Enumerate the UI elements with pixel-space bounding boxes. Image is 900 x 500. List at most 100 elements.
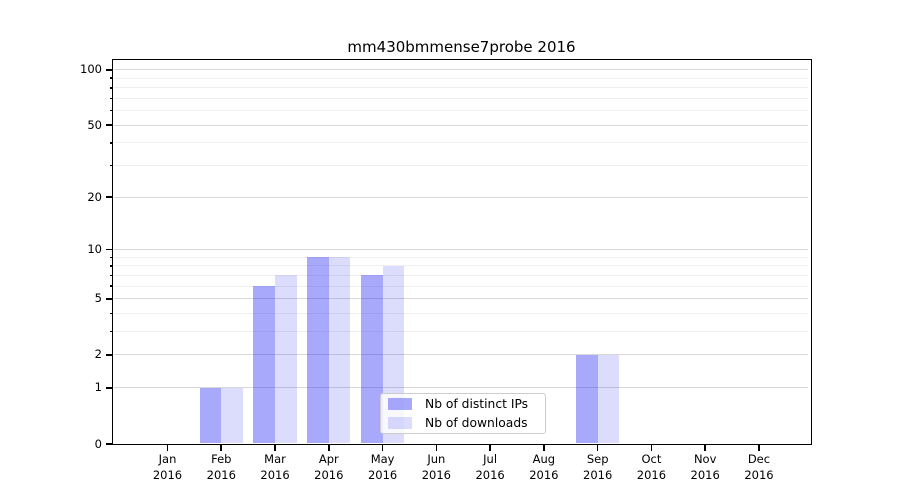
y-axis-tick-label: 0: [94, 436, 102, 451]
y-minor-tick: [109, 86, 113, 89]
x-axis-tick-label: Jun 2016: [404, 452, 468, 483]
bar-downloads: [328, 257, 351, 443]
x-axis-tick-sublabel: 2016: [744, 467, 774, 482]
y-minor-tick: [109, 97, 113, 100]
gridline-minor: [114, 87, 808, 89]
y-minor-tick: [109, 109, 113, 112]
gridline-minor: [114, 165, 808, 167]
legend-swatch-distinct-ips: [388, 398, 412, 410]
y-axis-tick-label: 10: [87, 242, 102, 257]
x-axis-tick-label: Oct 2016: [619, 452, 683, 483]
x-tick: [704, 445, 706, 451]
gridline-minor: [114, 77, 808, 79]
y-axis-tick-label: 5: [94, 291, 102, 306]
y-major-tick: [106, 297, 113, 300]
gridline-minor: [114, 110, 808, 112]
x-axis-tick-sublabel: 2016: [260, 467, 290, 482]
gridline-major: [114, 354, 808, 356]
x-axis-tick-sublabel: 2016: [690, 467, 720, 482]
x-tick: [435, 445, 438, 451]
gridline-major: [114, 387, 808, 389]
y-minor-tick: [109, 274, 113, 277]
y-minor-tick: [109, 285, 113, 288]
x-tick: [381, 445, 384, 451]
y-major-tick: [106, 196, 113, 198]
gridline-minor: [114, 285, 808, 287]
legend-entry-downloads: Nb of downloads: [381, 415, 545, 431]
y-minor-tick: [109, 312, 113, 315]
y-axis-tick-label: 1: [94, 380, 102, 395]
legend: Nb of distinct IPs Nb of downloads: [380, 393, 546, 434]
bar-distinct-ips: [576, 354, 598, 443]
bar-distinct-ips: [253, 286, 276, 443]
x-axis-tick-sublabel: 2016: [367, 467, 398, 482]
x-axis-tick-label: Mar 2016: [243, 452, 307, 483]
x-tick: [220, 445, 223, 451]
y-major-tick: [106, 354, 113, 356]
y-minor-tick: [109, 77, 113, 80]
x-tick: [650, 445, 653, 451]
y-axis-tick-label: 100: [80, 62, 102, 77]
x-axis-tick-sublabel: 2016: [421, 467, 451, 482]
y-major-tick: [106, 387, 113, 389]
x-tick: [166, 445, 169, 451]
bar-distinct-ips: [307, 257, 329, 443]
gridline-major: [114, 69, 808, 71]
x-axis-tick-sublabel: 2016: [152, 467, 183, 482]
x-tick: [758, 445, 760, 451]
x-axis-tick-sublabel: 2016: [583, 467, 613, 482]
x-axis-tick-label: Feb 2016: [189, 452, 253, 483]
bar-distinct-ips: [199, 387, 222, 443]
legend-label-distinct-ips: Nb of distinct IPs: [425, 397, 529, 411]
y-minor-tick: [109, 164, 113, 167]
legend-swatch-downloads: [388, 417, 412, 429]
gridline-minor: [114, 331, 808, 333]
y-minor-tick: [109, 142, 113, 144]
bar-downloads: [597, 354, 620, 443]
bar-downloads: [221, 387, 243, 443]
x-axis-tick-label: Aug 2016: [512, 452, 576, 483]
gridline-minor: [114, 274, 808, 276]
legend-entry-distinct-ips: Nb of distinct IPs: [381, 396, 545, 412]
x-tick: [543, 445, 545, 451]
y-minor-tick: [109, 265, 113, 267]
x-tick: [274, 445, 276, 451]
y-major-tick: [106, 69, 113, 71]
gridline-minor: [114, 256, 808, 258]
x-axis-tick-label: Jul 2016: [458, 452, 522, 483]
gridline-major: [114, 196, 808, 198]
y-minor-tick: [109, 330, 113, 333]
x-axis-tick-label: Dec 2016: [727, 452, 791, 483]
y-major-tick: [106, 124, 113, 126]
y-minor-tick: [109, 256, 113, 259]
x-axis-tick-label: Sep 2016: [566, 452, 630, 483]
x-axis-tick-sublabel: 2016: [206, 467, 236, 482]
x-axis-tick-sublabel: 2016: [636, 467, 667, 482]
gridline-major: [114, 249, 808, 251]
y-axis-tick-label: 50: [87, 117, 102, 132]
gridline-minor: [114, 265, 808, 267]
y-axis-tick-label: 2: [94, 347, 102, 362]
x-axis-tick-label: May 2016: [351, 452, 415, 483]
x-tick: [328, 445, 330, 451]
x-axis-tick-sublabel: 2016: [529, 467, 559, 482]
x-axis-tick-sublabel: 2016: [314, 467, 344, 482]
y-major-tick: [106, 248, 113, 251]
legend-label-downloads: Nb of downloads: [425, 416, 528, 430]
x-tick: [596, 445, 599, 451]
x-tick: [489, 445, 491, 451]
gridline-minor: [114, 97, 808, 99]
gridline-major: [114, 298, 808, 300]
x-axis-tick-label: Jan 2016: [136, 452, 200, 483]
x-axis-tick-label: Apr 2016: [297, 452, 361, 483]
x-axis-tick-label: Nov 2016: [673, 452, 737, 483]
y-major-tick: [106, 443, 113, 445]
gridline-major: [114, 124, 808, 126]
bar-distinct-ips: [360, 275, 383, 443]
y-axis-tick-label: 20: [87, 189, 102, 204]
bar-downloads: [275, 275, 297, 443]
gridline-minor: [114, 313, 808, 314]
chart-title: mm430bmmense7probe 2016: [347, 38, 576, 56]
x-axis-tick-sublabel: 2016: [475, 467, 505, 482]
